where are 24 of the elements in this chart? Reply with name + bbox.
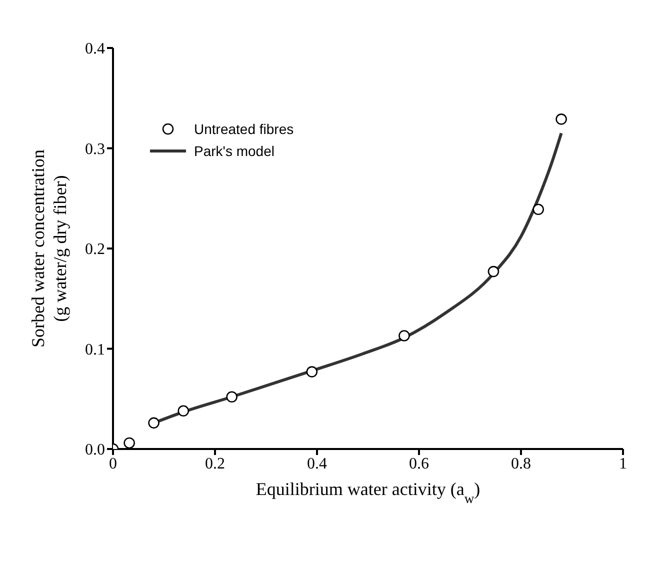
point [398,330,410,342]
point [178,405,190,417]
y-tick-label: 0.4 [85,40,105,58]
x-tick-label: 0 [109,455,117,472]
point [124,437,135,449]
point [148,417,160,429]
legend-label: Untreated fibres [194,121,294,137]
x-tick-label: 0.8 [511,455,531,472]
point [556,114,567,125]
y-tick-label: 0.1 [85,341,105,358]
point [306,366,318,378]
x-tick-label: 0.4 [307,455,327,472]
x-tick-label: 1 [619,455,627,472]
y-tick-label: 0.0 [85,442,105,459]
point [488,266,500,278]
x-tick-label: 0.2 [205,455,225,472]
y-axis-title: Sorbed water concentration (g water/g dry fiber) [28,150,70,348]
x-tick-label: 0.6 [409,455,429,472]
point [532,204,544,216]
y-tick-label: 0.2 [85,241,105,258]
legend-label: Park's model [194,143,274,159]
point [226,391,238,403]
y-tick-label: 0.3 [85,140,105,158]
x-axis-title: Equilibrium water activity (a$_{w}$) [256,479,480,506]
